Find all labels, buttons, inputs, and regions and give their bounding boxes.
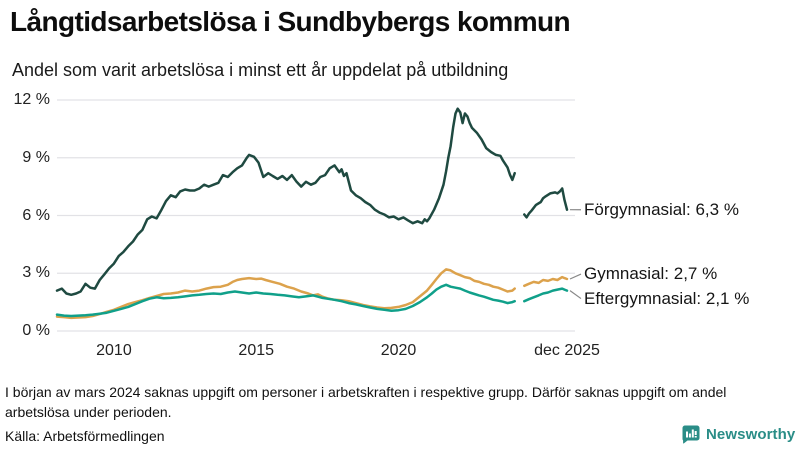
newsworthy-icon	[681, 424, 701, 444]
chart-subtitle: Andel som varit arbetslösa i minst ett å…	[12, 60, 509, 80]
page-title: Långtidsarbetslösa i Sundbybergs kommun	[10, 6, 571, 37]
x-axis-tick: 2020	[380, 342, 417, 359]
x-axis-tick: 2010	[96, 342, 132, 359]
newsworthy-logo[interactable]: Newsworthy	[681, 424, 795, 444]
y-axis-tick: 9 %	[22, 148, 50, 166]
source-attribution: Källa: Arbetsförmedlingen	[5, 428, 165, 444]
y-axis-tick: 12 %	[13, 91, 50, 108]
series-label-eftergymnasial: Eftergymnasial: 2,1 %	[584, 288, 750, 308]
x-axis-tick: dec 2025	[534, 342, 600, 359]
y-axis-tick: 3 %	[22, 264, 50, 282]
y-axis-tick: 0 %	[22, 322, 50, 339]
x-axis-tick: 2015	[238, 342, 275, 359]
y-axis-tick: 6 %	[22, 206, 50, 224]
newsworthy-wordmark: Newsworthy	[706, 425, 796, 443]
series-label-forgymnasial: Förgymnasial: 6,3 %	[584, 199, 739, 219]
chart-footnote: I början av mars 2024 saknas uppgift om …	[5, 384, 727, 420]
series-label-gymnasial: Gymnasial: 2,7 %	[584, 264, 718, 284]
